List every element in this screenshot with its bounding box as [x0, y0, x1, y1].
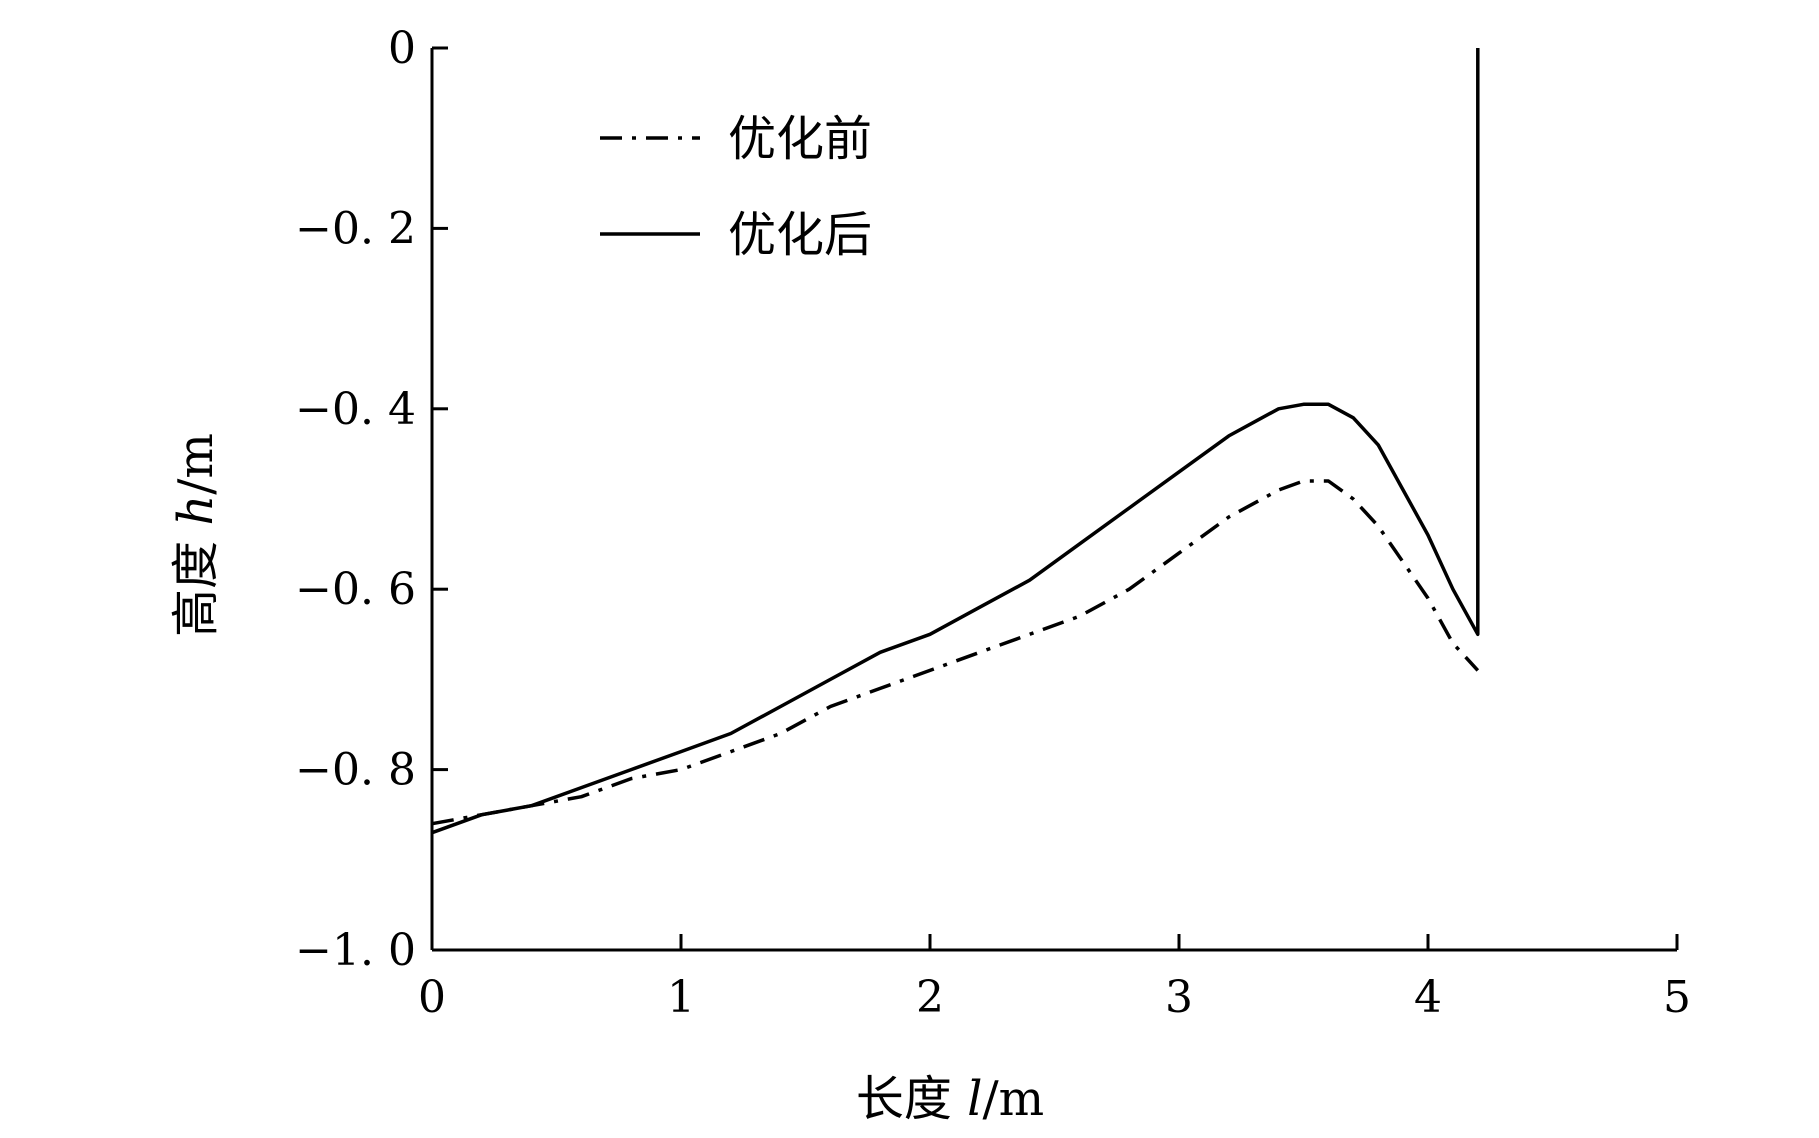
series-line-2 — [431, 48, 1480, 835]
y-axis-label: 高度 h/m — [168, 433, 224, 637]
legend-label-1: 优化前 — [728, 111, 872, 167]
y-tick-label: −1. 0 — [295, 925, 416, 976]
y-tick-label: −0. 2 — [295, 203, 416, 254]
x-tick-label: 5 — [1663, 972, 1691, 1023]
x-tick-label: 1 — [667, 972, 695, 1023]
y-tick-label: −0. 8 — [295, 745, 416, 796]
ticks: 0 1 2 3 4 5 0 −0. 2 −0. 4 −0. 6 −0. 8 −1. 0 — [295, 23, 1691, 1023]
series-line-1 — [431, 479, 1480, 826]
x-tick-label: 3 — [1165, 972, 1193, 1023]
y-tick-label: 0 — [388, 23, 416, 74]
x-tick-label: 2 — [916, 972, 944, 1023]
y-tick-label: −0. 6 — [295, 564, 416, 615]
x-tick-label: 0 — [418, 972, 446, 1023]
x-tick-label: 4 — [1414, 972, 1442, 1023]
x-axis-label: 长度 l/m — [856, 1071, 1044, 1127]
legend-label-2: 优化后 — [728, 207, 872, 263]
axes — [430, 48, 1677, 952]
series-layer — [431, 48, 1480, 835]
y-tick-label: −0. 4 — [295, 384, 416, 435]
